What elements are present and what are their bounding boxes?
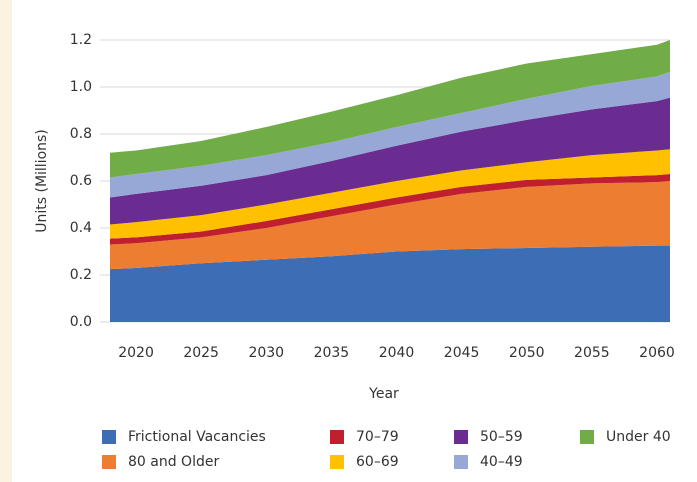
y-tick-label: 0.4 bbox=[70, 220, 92, 236]
legend-swatch bbox=[330, 455, 344, 469]
x-tick-label: 2020 bbox=[118, 345, 154, 361]
legend-label: 60–69 bbox=[356, 454, 399, 470]
y-axis-label: Units (Millions) bbox=[34, 129, 50, 233]
legend-swatch bbox=[454, 430, 468, 444]
x-tick-label: 2050 bbox=[509, 345, 545, 361]
area bbox=[110, 173, 670, 245]
x-tick-label: 2025 bbox=[183, 345, 219, 361]
y-tick-label: 1.0 bbox=[70, 79, 92, 95]
legend-label: 50–59 bbox=[480, 429, 523, 445]
x-tick-label: 2045 bbox=[444, 345, 480, 361]
legend-label: 40–49 bbox=[480, 454, 523, 470]
legend-label: Under 40 bbox=[606, 429, 671, 445]
legend-swatch bbox=[454, 455, 468, 469]
area bbox=[110, 245, 670, 322]
x-tick-label: 2030 bbox=[248, 345, 284, 361]
legend-swatch bbox=[102, 430, 116, 444]
y-tick-label: 0.6 bbox=[70, 173, 92, 189]
y-tick-label: 0.0 bbox=[70, 314, 92, 330]
legend-swatch bbox=[102, 455, 116, 469]
x-tick-label: 2060 bbox=[639, 345, 675, 361]
x-tick-label: 2035 bbox=[314, 345, 350, 361]
x-tick-label: 2055 bbox=[574, 345, 610, 361]
area bbox=[110, 40, 670, 178]
legend-swatch bbox=[580, 430, 594, 444]
x-axis-label: Year bbox=[368, 386, 399, 402]
area bbox=[110, 149, 670, 239]
area bbox=[110, 71, 670, 198]
legend-label: 70–79 bbox=[356, 429, 399, 445]
legend-swatch bbox=[330, 430, 344, 444]
area bbox=[110, 97, 670, 225]
y-tick-label: 1.2 bbox=[70, 32, 92, 48]
y-tick-label: 0.8 bbox=[70, 126, 92, 142]
legend-label: Frictional Vacancies bbox=[128, 429, 266, 445]
y-tick-label: 0.2 bbox=[70, 267, 92, 283]
x-tick-label: 2040 bbox=[379, 345, 415, 361]
legend-label: 80 and Older bbox=[128, 454, 219, 470]
area bbox=[110, 181, 670, 270]
